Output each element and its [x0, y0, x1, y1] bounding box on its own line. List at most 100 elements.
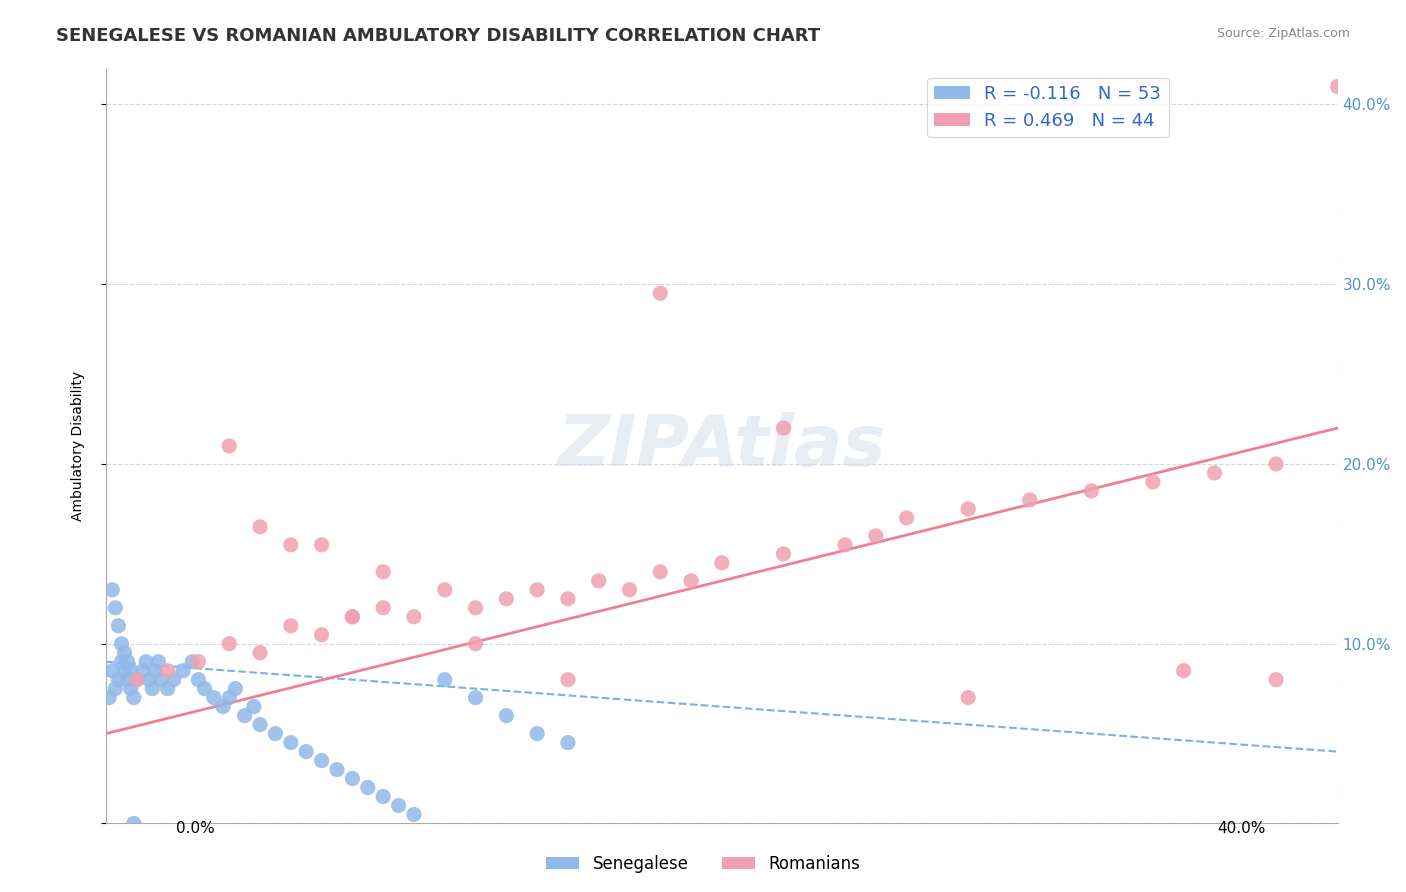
Point [117, 673, 139, 687]
Point [101, 664, 124, 678]
Point [114, 664, 136, 678]
Point [650, 286, 672, 301]
Point [110, 655, 132, 669]
Point [114, 646, 136, 660]
Point [433, 673, 456, 687]
Point [156, 681, 179, 696]
Point [218, 637, 240, 651]
Point [1265, 457, 1288, 471]
Point [98, 690, 121, 705]
Point [107, 673, 129, 687]
Point [342, 609, 364, 624]
Point [218, 439, 240, 453]
Point [1204, 466, 1226, 480]
Point [357, 780, 380, 795]
Point [187, 655, 209, 669]
Point [107, 619, 129, 633]
Point [194, 681, 217, 696]
Point [834, 538, 856, 552]
Point [681, 574, 703, 588]
Point [342, 772, 364, 786]
Point [1142, 475, 1164, 489]
Point [264, 726, 287, 740]
Point [464, 637, 486, 651]
Point [120, 664, 142, 678]
Point [1080, 483, 1102, 498]
Text: 40.0%: 40.0% [1218, 821, 1265, 836]
Point [772, 421, 794, 435]
Point [957, 502, 980, 516]
Point [138, 673, 160, 687]
Point [233, 708, 256, 723]
Point [280, 619, 302, 633]
Point [896, 511, 918, 525]
Point [143, 664, 166, 678]
Point [957, 690, 980, 705]
Point [280, 538, 302, 552]
Point [464, 600, 486, 615]
Point [104, 600, 127, 615]
Point [141, 681, 163, 696]
Point [117, 655, 139, 669]
Point [650, 565, 672, 579]
Text: 0.0%: 0.0% [176, 821, 215, 836]
Point [212, 699, 235, 714]
Point [110, 637, 132, 651]
Point [1173, 664, 1195, 678]
Point [122, 816, 145, 830]
Point [156, 664, 179, 678]
Point [373, 600, 395, 615]
Point [243, 699, 266, 714]
Point [1326, 79, 1348, 94]
Point [495, 708, 517, 723]
Point [122, 690, 145, 705]
Point [557, 591, 579, 606]
Point [402, 609, 425, 624]
Legend: R = -0.116   N = 53, R = 0.469   N = 44: R = -0.116 N = 53, R = 0.469 N = 44 [927, 78, 1168, 137]
Point [224, 681, 246, 696]
Point [135, 655, 157, 669]
Point [148, 655, 170, 669]
Point [326, 763, 349, 777]
Point [495, 591, 517, 606]
Point [1265, 673, 1288, 687]
Point [342, 609, 364, 624]
Point [557, 673, 579, 687]
Text: ZIPAtlas: ZIPAtlas [558, 411, 886, 481]
Point [249, 520, 271, 534]
Point [187, 673, 209, 687]
Point [311, 628, 333, 642]
Point [218, 690, 240, 705]
Point [526, 582, 548, 597]
Point [619, 582, 641, 597]
Point [464, 690, 486, 705]
Point [557, 736, 579, 750]
Point [125, 673, 148, 687]
Point [772, 547, 794, 561]
Point [181, 655, 204, 669]
Point [387, 798, 409, 813]
Text: SENEGALESE VS ROMANIAN AMBULATORY DISABILITY CORRELATION CHART: SENEGALESE VS ROMANIAN AMBULATORY DISABI… [56, 27, 820, 45]
Point [280, 736, 302, 750]
Point [104, 681, 127, 696]
Point [150, 673, 173, 687]
Point [249, 646, 271, 660]
Point [865, 529, 887, 543]
Point [373, 565, 395, 579]
Point [125, 673, 148, 687]
Point [163, 673, 186, 687]
Point [588, 574, 610, 588]
Point [202, 690, 225, 705]
Point [710, 556, 733, 570]
Point [120, 681, 142, 696]
Text: Source: ZipAtlas.com: Source: ZipAtlas.com [1216, 27, 1350, 40]
Point [373, 789, 395, 804]
Legend: Senegalese, Romanians: Senegalese, Romanians [538, 848, 868, 880]
Point [132, 664, 155, 678]
Point [311, 538, 333, 552]
Point [433, 582, 456, 597]
Point [295, 745, 318, 759]
Y-axis label: Ambulatory Disability: Ambulatory Disability [72, 371, 86, 521]
Point [526, 726, 548, 740]
Point [101, 582, 124, 597]
